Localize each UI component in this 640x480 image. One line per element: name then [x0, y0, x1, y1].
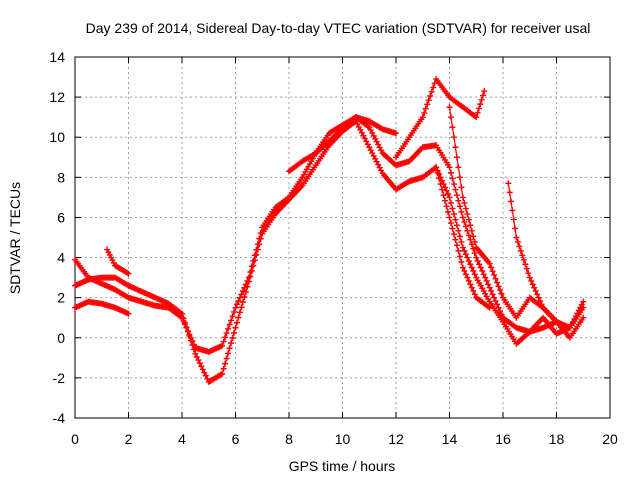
x-tick-label: 0 [71, 431, 79, 447]
data-series [72, 76, 587, 385]
y-tick-label: 14 [49, 49, 65, 65]
series-track-b [72, 118, 493, 385]
grid-lines [75, 57, 610, 418]
series-track-i [104, 246, 132, 277]
y-tick-label: 4 [57, 250, 65, 266]
series-track-c [286, 114, 560, 335]
x-tick-label: 16 [495, 431, 511, 447]
x-tick-label: 4 [178, 431, 186, 447]
series-line [74, 120, 490, 383]
x-tick-label: 6 [232, 431, 240, 447]
y-axis-label: SDTVAR / TECUs [7, 182, 23, 294]
data-point-markers [72, 298, 132, 317]
series-track-g [505, 180, 587, 341]
series-track-h [72, 298, 132, 317]
y-tick-label: 8 [57, 169, 65, 185]
data-point-markers [286, 114, 560, 335]
data-point-markers [393, 76, 488, 161]
x-tick-label: 8 [285, 431, 293, 447]
data-point-markers [104, 246, 132, 277]
chart-title: Day 239 of 2014, Sidereal Day-to-day VTE… [86, 20, 591, 36]
series-track-e [433, 164, 587, 347]
y-tick-label: 12 [49, 89, 65, 105]
y-tick-label: 10 [49, 129, 65, 145]
x-tick-label: 18 [549, 431, 565, 447]
y-tick-label: -2 [53, 370, 66, 386]
y-tick-label: -4 [53, 410, 66, 426]
y-tick-label: 2 [57, 290, 65, 306]
x-axis-label: GPS time / hours [289, 458, 396, 474]
x-tick-label: 14 [442, 431, 458, 447]
y-tick-labels: -4 -2 0 2 4 6 8 10 12 14 [49, 49, 65, 426]
x-tick-label: 20 [602, 431, 618, 447]
x-tick-label: 12 [388, 431, 404, 447]
series-line [395, 77, 485, 158]
data-point-markers [72, 118, 493, 385]
y-tick-label: 0 [57, 330, 65, 346]
x-tick-label: 10 [335, 431, 351, 447]
y-tick-label: 6 [57, 209, 65, 225]
x-tick-label: 2 [125, 431, 133, 447]
series-track-d [393, 76, 488, 161]
x-tick-labels: 0 2 4 6 8 10 12 14 16 18 20 [71, 431, 618, 447]
axis-ticks [74, 56, 611, 419]
data-point-markers [505, 180, 587, 341]
